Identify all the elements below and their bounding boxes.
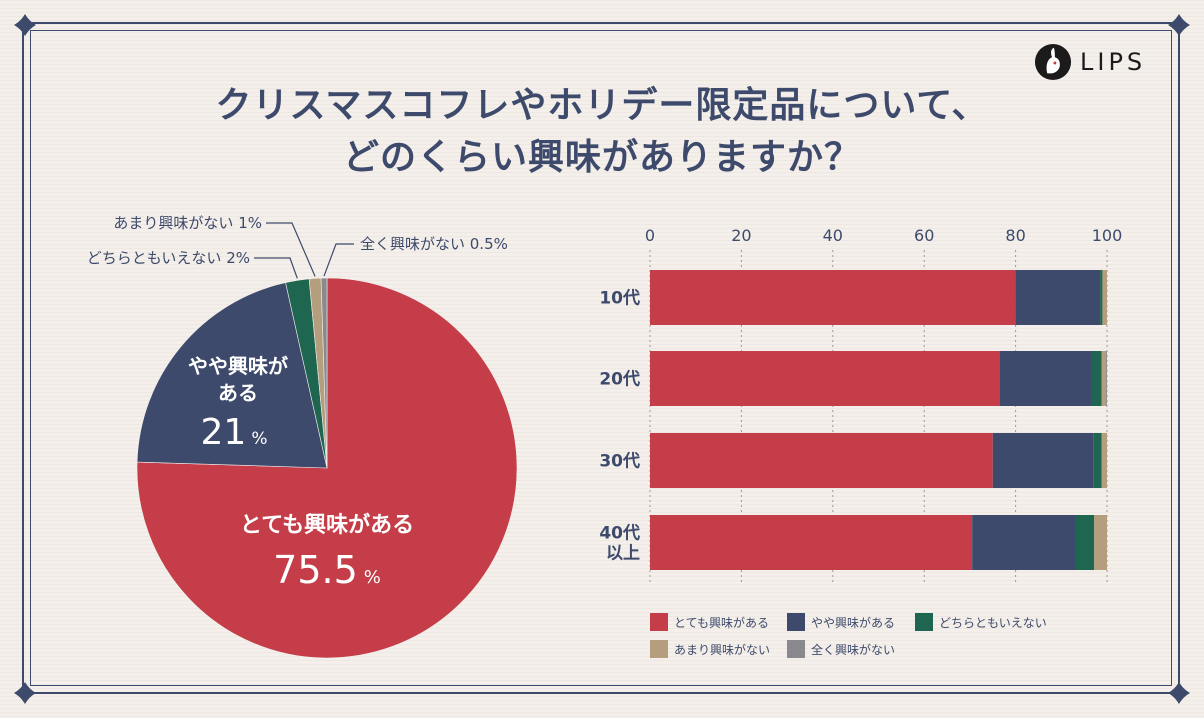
legend-label: あまり興味がない [674,642,770,657]
pie-label-name: とても興味がある [240,512,414,538]
callout-line [323,243,354,277]
x-tick-label: 40 [823,226,843,245]
legend-label: やや興味がある [811,615,895,630]
pie-label-name: ある [218,381,258,405]
outer-frame [22,22,1180,694]
bar-segment-4 [1106,351,1107,406]
callout-line [266,222,316,277]
legend-label: 全く興味がない [811,642,895,657]
category-label: 20代 [599,369,640,390]
inner-frame [30,30,1172,686]
pie-slice-1 [136,282,328,469]
pie-slice-4 [320,277,328,469]
pie-callout-label: あまり興味がない 1% [113,214,262,232]
bar-segment-2 [1093,433,1102,488]
callout-line [254,257,298,279]
legend-swatch [787,640,805,658]
bar-segment-0 [650,270,1016,325]
legend-label: どちらともいえない [939,616,1047,630]
bar-segment-2 [1091,351,1102,406]
pie-callout-label: 全く興味がない 0.5% [360,235,508,253]
bar-segment-3 [1094,515,1107,570]
bar-segment-3 [1101,433,1107,488]
x-tick-label: 0 [645,226,655,245]
corner-ornament-icon [14,14,36,36]
category-label: 30代 [599,451,640,472]
rabbit-logo-icon [1034,43,1072,81]
bar-segment-0 [650,351,1000,406]
page-title-line2: どのくらい興味がありますか？ [342,137,861,178]
bar-segment-2 [1100,270,1103,325]
brand-logo: LIPS [1034,42,1146,82]
legend-swatch [650,613,668,631]
bar-segment-1 [972,515,1076,570]
bar-segment-3 [1101,351,1107,406]
legend-label: とても興味がある [674,615,769,630]
bar-segment-3 [1102,270,1107,325]
logo-text: LIPS [1080,48,1147,76]
category-label: 以上 [606,544,640,564]
legend-swatch [650,640,668,658]
bar-segment-0 [650,515,973,570]
corner-ornament-icon [14,682,36,704]
corner-ornament-icon [1168,14,1190,36]
corner-ornament-icon [1168,682,1190,704]
pie-label-unit: % [364,567,381,588]
legend-swatch [787,613,805,631]
legend-swatch [915,613,933,631]
pie-label-unit: % [251,429,267,449]
pie-label-value: 21% [201,412,268,453]
bar-segment-2 [1075,515,1095,570]
x-tick-label: 60 [914,226,934,245]
page-title-line1: クリスマスコフレやホリデー限定品について、 [215,85,989,126]
category-label: 40代 [599,523,640,544]
pie-callout-label: どちらともいえない 2% [87,249,250,267]
bar-segment-1 [992,433,1094,488]
x-tick-label: 100 [1092,226,1123,245]
x-tick-label: 20 [731,226,751,245]
bar-segment-0 [650,433,993,488]
bar-segment-1 [1015,270,1101,325]
pie-label-name: やや興味が [188,354,288,378]
category-label: 10代 [599,288,640,309]
x-tick-label: 80 [1005,226,1025,245]
bar-segment-1 [999,351,1092,406]
